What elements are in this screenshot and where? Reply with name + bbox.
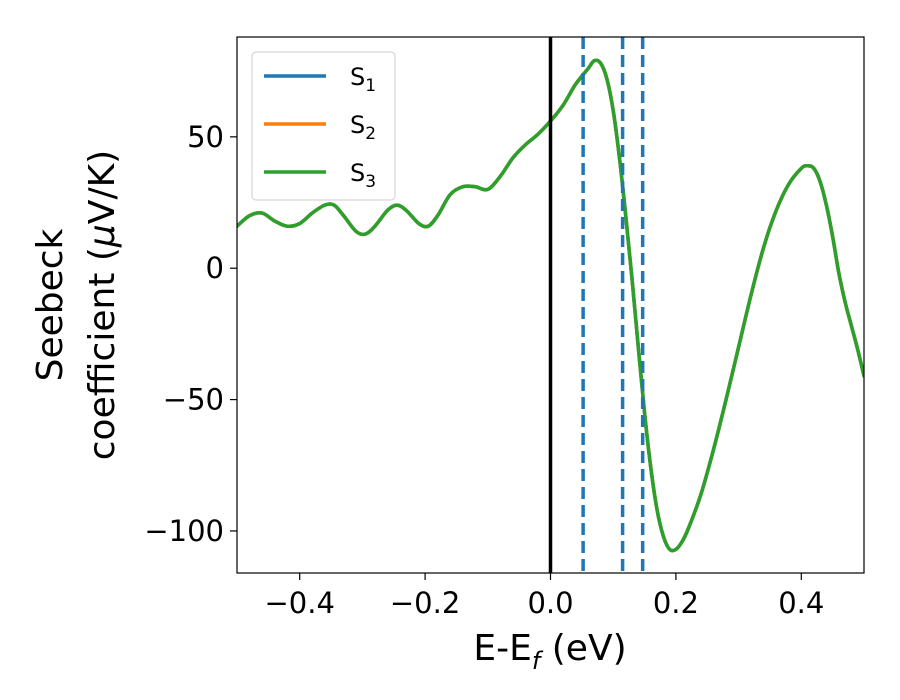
y-axis-title-line1: Seebeck xyxy=(30,228,71,381)
legend: S1 S2 S3 xyxy=(251,51,396,201)
y-axis-title-line2: coefficient (μV/K) xyxy=(82,150,123,460)
x-tick-label: 0.0 xyxy=(527,586,573,620)
legend-box xyxy=(251,51,396,201)
y-tick-label: −100 xyxy=(144,514,224,548)
y-tick-label: 50 xyxy=(187,120,224,154)
lines-layer xyxy=(237,37,864,573)
y-tick-label: 0 xyxy=(206,251,224,285)
series-line-S3 xyxy=(237,58,864,553)
y-ticks: −100 −50 0 50 xyxy=(144,120,237,548)
legend-label-S1: S1 xyxy=(350,63,376,96)
x-tick-label: 0.4 xyxy=(778,586,824,620)
legend-label-S3: S3 xyxy=(350,159,376,192)
legend-label-S2: S2 xyxy=(350,111,376,144)
x-tick-label: −0.2 xyxy=(390,586,460,620)
x-tick-label: −0.4 xyxy=(264,586,334,620)
y-axis-title: Seebeck coefficient (μV/K) xyxy=(30,150,123,460)
x-axis-title-unit: (eV) xyxy=(540,628,626,669)
x-axis-title: E-Ef (eV) xyxy=(473,628,626,675)
x-tick-label: 0.2 xyxy=(653,586,699,620)
x-ticks: −0.4 −0.2 0.0 0.2 0.4 xyxy=(264,573,824,620)
y-tick-label: −50 xyxy=(163,383,224,417)
